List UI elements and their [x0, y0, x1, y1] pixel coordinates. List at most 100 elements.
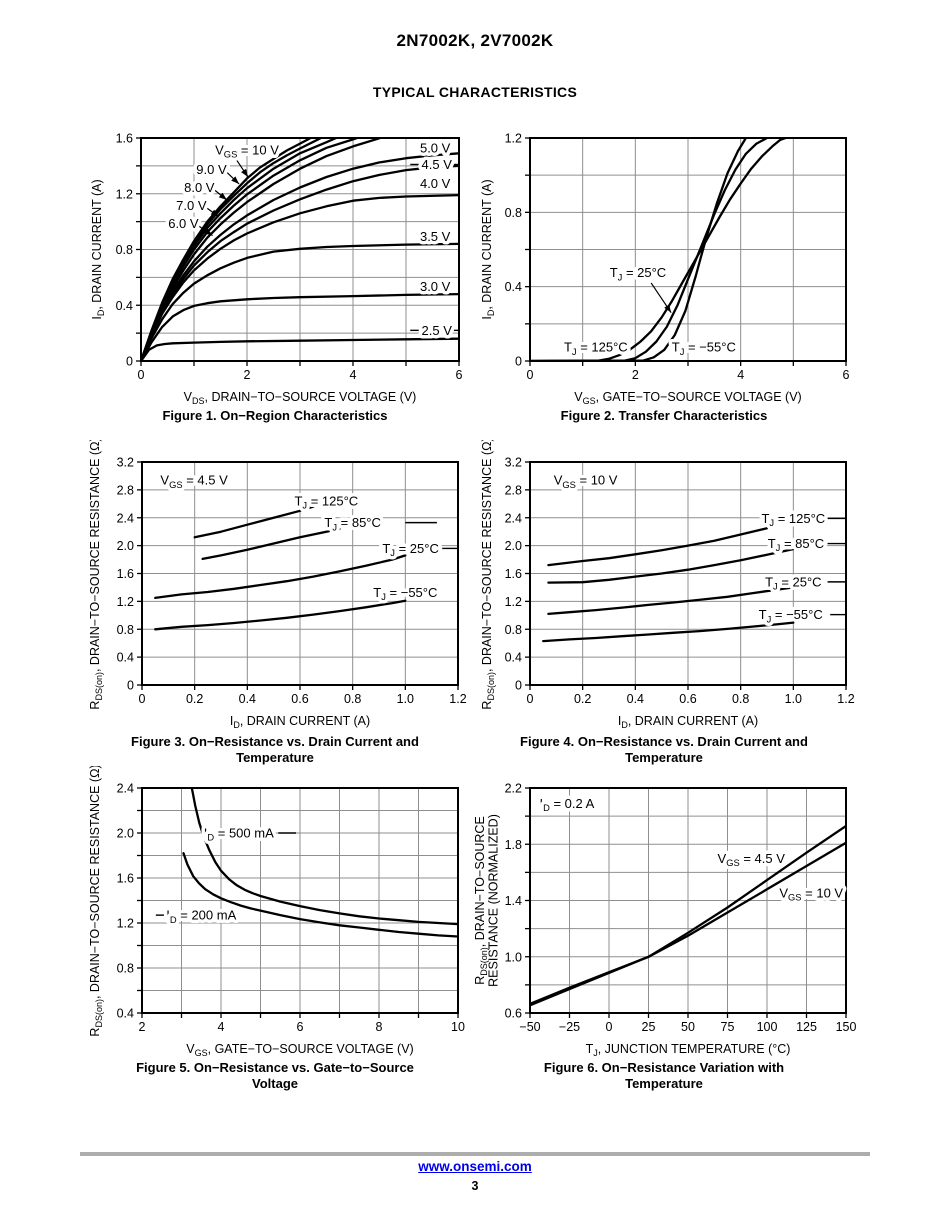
annotations: VGS = 10 V TJ = 125°C TJ = 85°C TJ = 25°C TJ… [550, 469, 846, 628]
curve-label: ID = 200 mA [166, 908, 236, 925]
curve-vgs-10-v [530, 841, 846, 1007]
curves [530, 138, 787, 361]
curve-label: ID = 0.2 A [539, 796, 594, 813]
svg-text:0: 0 [515, 355, 522, 369]
curve-vgs-10-v [141, 138, 314, 361]
curve-label: 4.0 V [420, 176, 451, 191]
curve-vgs-6-v [141, 138, 385, 361]
curves [530, 824, 846, 1007]
svg-text:4: 4 [737, 368, 744, 382]
curve-tj-125-c [193, 505, 315, 539]
y-axis-title: RDS(on), DRAIN−TO−SOURCE RESISTANCE (Ω) [88, 440, 104, 710]
y-axis-title: RDS(on), DRAIN−TO−SOURCE RESISTANCE (Ω) [480, 440, 496, 710]
x-axis-title: VGS, GATE−TO−SOURCE VOLTAGE (V) [574, 390, 801, 406]
plot-frame [141, 787, 459, 1014]
svg-text:6: 6 [843, 368, 850, 382]
grid [530, 462, 846, 685]
curve-vgs-2.5-v [141, 337, 459, 361]
plot-frame [529, 461, 847, 686]
figure-3: 0 0.2 0.4 0.6 0.8 1.0 1.2 0 0.4 0.8 1.2 1.6 2.0 2.4 2.… [80, 440, 470, 732]
grid [142, 788, 458, 1013]
curve-tj-55-c [154, 599, 407, 631]
figure-5-chart: 2 4 6 8 10 0.4 0.8 1.2 1.6 2.0 2.4 VGS, GATE−TO−SOU… [88, 766, 465, 1058]
svg-text:1.2: 1.2 [505, 132, 522, 146]
svg-text:1.6: 1.6 [117, 567, 134, 581]
axis-ticks [525, 787, 847, 1018]
y-axis-title: RESISTANCE (NORMALIZED) [487, 814, 501, 987]
curve-label: TJ = 85°C [324, 515, 381, 532]
tick-labels: 0 2 4 6 0 0.4 0.8 1.2 1.6 [116, 132, 463, 383]
svg-text:6: 6 [456, 368, 463, 382]
x-axis-title: VDS, DRAIN−TO−SOURCE VOLTAGE (V) [184, 390, 417, 406]
curve-label: TJ = −55°C [672, 340, 736, 357]
curve-label: TJ = 25°C [382, 541, 439, 558]
figure-6-caption: Figure 6. On−Resistance Variation with Te… [543, 1060, 785, 1091]
footer-link[interactable]: www.onsemi.com [418, 1159, 532, 1174]
svg-text:2.4: 2.4 [117, 511, 134, 525]
curve-label: 5.0 V [420, 140, 451, 155]
plot-frame [529, 137, 847, 362]
page-title: 2N7002K, 2V7002K [396, 31, 554, 50]
plot-frame [141, 461, 459, 686]
svg-text:0.6: 0.6 [679, 692, 696, 706]
svg-text:2.0: 2.0 [505, 539, 522, 553]
curves [542, 527, 795, 643]
figure-1: 0 2 4 6 0 0.4 0.8 1.2 1.6 VDS, DRAIN−TO−SOURCE VO… [80, 126, 470, 408]
svg-text:2: 2 [139, 1020, 146, 1034]
figure-2: 0 2 4 6 0 0.4 0.8 1.2 VGS, GATE−TO−SOURCE VOLTAG… [469, 126, 859, 408]
curve-tj-125-c [547, 527, 769, 567]
svg-text:3.2: 3.2 [117, 456, 134, 470]
svg-text:0: 0 [138, 368, 145, 382]
svg-text:1.0: 1.0 [785, 692, 802, 706]
curve-tj-55-c [542, 621, 795, 643]
curve-vgs-5-v [141, 152, 459, 361]
svg-text:125: 125 [796, 1020, 817, 1034]
svg-text:1.2: 1.2 [116, 187, 133, 201]
curve-vgs-4-v [141, 193, 459, 361]
svg-text:2: 2 [632, 368, 639, 382]
page-number: 3 [471, 1179, 479, 1193]
curve-vgs-7-v [141, 138, 361, 361]
svg-text:0: 0 [515, 679, 522, 693]
curve-tj-25-c [547, 586, 795, 616]
svg-text:1.2: 1.2 [449, 692, 466, 706]
svg-text:10: 10 [451, 1020, 465, 1034]
figure-5-caption: Figure 5. On−Resistance vs. Gate−to−Sour… [136, 1060, 414, 1091]
svg-text:2.0: 2.0 [117, 539, 134, 553]
svg-text:4: 4 [218, 1020, 225, 1034]
y-axis-title: RDS(on), DRAIN−TO−SOURCE [473, 816, 489, 985]
svg-text:0.6: 0.6 [505, 1007, 522, 1021]
y-axis-title: ID, DRAIN CURRENT (A) [480, 179, 496, 319]
curve-label: VGS = 10 V [779, 885, 843, 902]
svg-text:4: 4 [350, 368, 357, 382]
svg-text:50: 50 [681, 1020, 695, 1034]
svg-text:100: 100 [757, 1020, 778, 1034]
curve-tj-25-c [154, 554, 407, 600]
svg-text:150: 150 [836, 1020, 857, 1034]
curve-label: TJ = 125°C [294, 494, 358, 511]
curve-label: 7.0 V [176, 198, 207, 213]
svg-text:0.4: 0.4 [505, 280, 522, 294]
curve-label: TJ = −55°C [373, 585, 437, 602]
tick-labels: −50 −25 0 25 50 75 100 125 150 0.6 1.0 1.4 1.8 2.2 [505, 782, 857, 1035]
svg-text:0.2: 0.2 [186, 692, 203, 706]
figure-3-chart: 0 0.2 0.4 0.6 0.8 1.0 1.2 0 0.4 0.8 1.2 1.6 2.0 2.4 2.… [88, 440, 467, 730]
label-arrow [223, 168, 240, 185]
curve-label: 6.0 V [168, 216, 199, 231]
curves [141, 138, 459, 361]
svg-text:3.2: 3.2 [505, 456, 522, 470]
svg-text:2.4: 2.4 [505, 511, 522, 525]
figure-2-chart: 0 2 4 6 0 0.4 0.8 1.2 VGS, GATE−TO−SOURCE VOLTAG… [480, 132, 850, 407]
curve-tj-85-c [547, 547, 795, 584]
figure-4-chart: 0 0.2 0.4 0.6 0.8 1.0 1.2 0 0.4 0.8 1.2 1.6 2.0 2.4 2.… [480, 440, 855, 730]
curve-id-500-ma [190, 788, 458, 926]
grid [530, 788, 846, 1013]
figure-5: 2 4 6 8 10 0.4 0.8 1.2 1.6 2.0 2.4 VGS, GATE−TO−SOU… [80, 766, 470, 1058]
curves [154, 505, 407, 631]
curve-label: 8.0 V [184, 180, 215, 195]
curve-label: TJ = 125°C [564, 340, 628, 357]
svg-text:1.2: 1.2 [117, 595, 134, 609]
svg-text:1.2: 1.2 [505, 595, 522, 609]
annotations: VGS = 4.5 V TJ = 125°C TJ = 85°CTJ = 25°C T… [157, 469, 458, 606]
